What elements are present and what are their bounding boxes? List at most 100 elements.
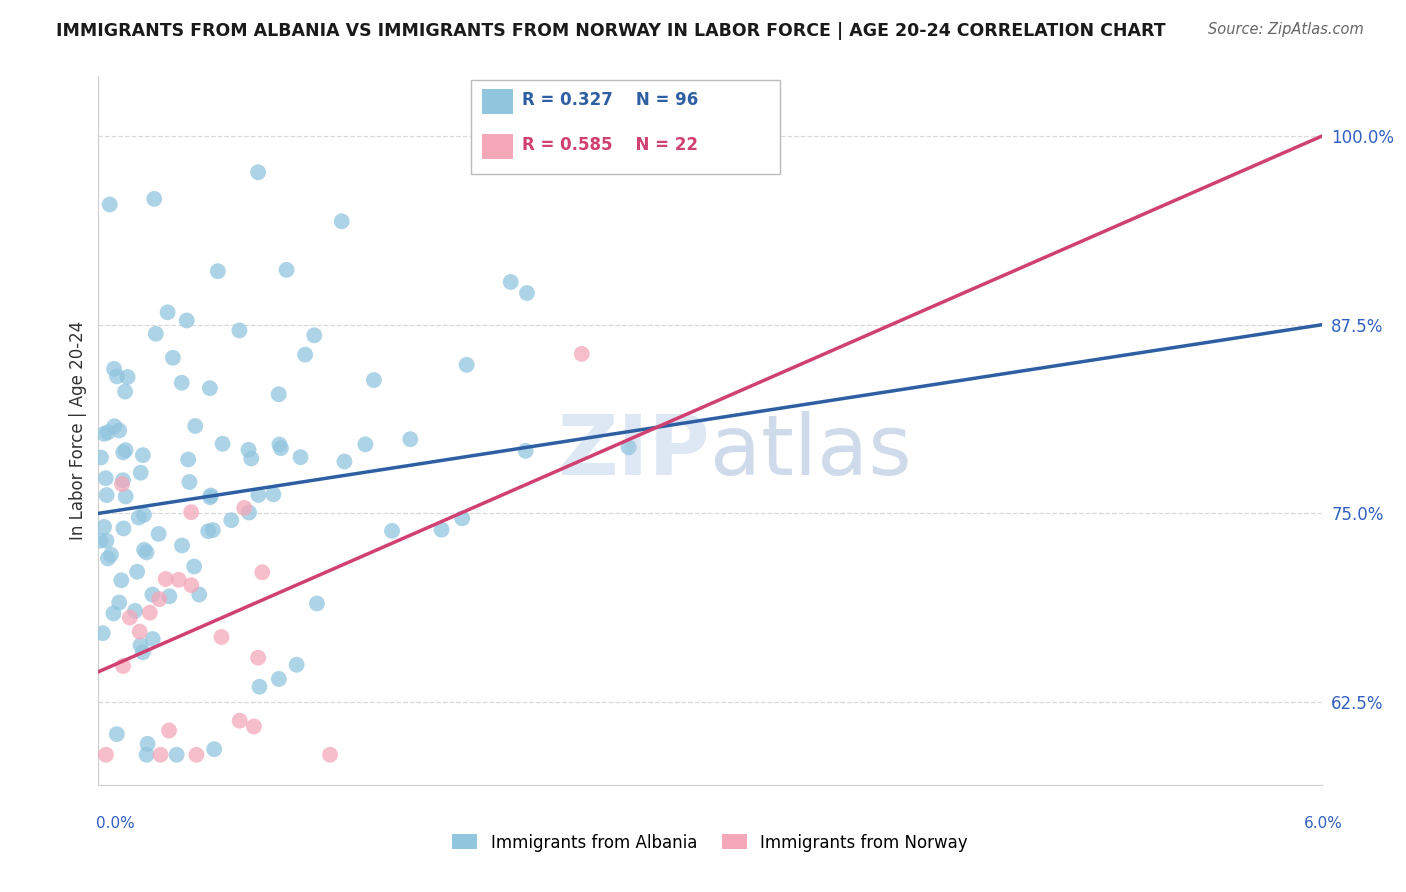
Point bbox=[114, 443, 136, 458]
Y-axis label: In Labor Force | Age 20-24: In Labor Force | Age 20-24 bbox=[69, 321, 87, 540]
Point bbox=[97, 425, 120, 440]
Point bbox=[240, 451, 263, 466]
Point bbox=[399, 432, 422, 446]
Point bbox=[132, 645, 155, 659]
Point bbox=[103, 419, 125, 434]
Point bbox=[112, 445, 135, 459]
Point bbox=[145, 326, 167, 341]
Point bbox=[499, 275, 522, 289]
Point bbox=[262, 487, 284, 501]
Point bbox=[91, 626, 114, 640]
Point bbox=[111, 473, 134, 487]
Point bbox=[93, 520, 115, 534]
Point bbox=[183, 559, 205, 574]
Point bbox=[451, 511, 474, 525]
Point bbox=[221, 513, 243, 527]
Point bbox=[93, 426, 115, 441]
Point bbox=[270, 441, 292, 455]
Point bbox=[135, 545, 157, 559]
Point bbox=[319, 747, 342, 762]
Point bbox=[330, 214, 353, 228]
Point bbox=[105, 369, 128, 384]
Text: atlas: atlas bbox=[710, 411, 911, 492]
Point bbox=[167, 573, 190, 587]
Point bbox=[114, 490, 136, 504]
Point bbox=[105, 727, 128, 741]
Point bbox=[430, 523, 453, 537]
Point bbox=[176, 313, 198, 327]
Point bbox=[180, 578, 202, 592]
Point bbox=[135, 747, 157, 762]
Point bbox=[111, 477, 134, 491]
Point bbox=[103, 362, 125, 376]
Point bbox=[100, 548, 122, 562]
Point bbox=[139, 606, 162, 620]
Point bbox=[186, 747, 208, 762]
Point bbox=[184, 419, 207, 434]
Point bbox=[294, 348, 316, 362]
Point bbox=[247, 650, 270, 665]
Point bbox=[305, 597, 328, 611]
Point bbox=[96, 488, 118, 502]
Point bbox=[207, 264, 229, 278]
Point bbox=[94, 747, 117, 762]
Point bbox=[108, 424, 131, 438]
Text: 0.0%: 0.0% bbox=[96, 816, 135, 831]
Point bbox=[456, 358, 478, 372]
Point bbox=[180, 505, 202, 519]
Text: IMMIGRANTS FROM ALBANIA VS IMMIGRANTS FROM NORWAY IN LABOR FORCE | AGE 20-24 COR: IMMIGRANTS FROM ALBANIA VS IMMIGRANTS FR… bbox=[56, 22, 1166, 40]
Point bbox=[157, 590, 180, 604]
Point bbox=[98, 197, 121, 211]
Point bbox=[127, 565, 149, 579]
Point bbox=[128, 510, 150, 524]
Point bbox=[354, 437, 377, 451]
Point bbox=[136, 737, 159, 751]
Point bbox=[149, 747, 172, 762]
Point bbox=[363, 373, 385, 387]
Point bbox=[228, 324, 250, 338]
Point bbox=[112, 521, 135, 535]
Point bbox=[143, 192, 166, 206]
Point bbox=[276, 263, 298, 277]
Point bbox=[129, 639, 152, 653]
Text: R = 0.327    N = 96: R = 0.327 N = 96 bbox=[522, 91, 697, 109]
Point bbox=[238, 506, 260, 520]
Text: R = 0.585    N = 22: R = 0.585 N = 22 bbox=[522, 136, 697, 153]
Point bbox=[285, 657, 308, 672]
Point bbox=[249, 680, 271, 694]
Point bbox=[129, 466, 152, 480]
Point bbox=[304, 328, 326, 343]
Point bbox=[162, 351, 184, 365]
Point bbox=[571, 347, 593, 361]
Point bbox=[617, 440, 640, 454]
Point bbox=[211, 437, 233, 451]
Point bbox=[114, 384, 136, 399]
Point bbox=[170, 376, 193, 390]
Point bbox=[267, 387, 290, 401]
Point bbox=[188, 588, 211, 602]
Text: 6.0%: 6.0% bbox=[1303, 816, 1343, 831]
Point bbox=[110, 574, 132, 588]
Point bbox=[132, 508, 155, 522]
Point bbox=[170, 539, 193, 553]
Point bbox=[132, 448, 155, 462]
Point bbox=[515, 443, 537, 458]
Point bbox=[117, 370, 139, 384]
Point bbox=[211, 630, 233, 644]
Point bbox=[166, 747, 188, 762]
Point bbox=[179, 475, 201, 489]
Point bbox=[132, 542, 155, 557]
Point bbox=[148, 527, 170, 541]
Point bbox=[267, 672, 290, 686]
Point bbox=[112, 659, 135, 673]
Point bbox=[94, 471, 117, 485]
Point bbox=[197, 524, 219, 539]
Text: Source: ZipAtlas.com: Source: ZipAtlas.com bbox=[1208, 22, 1364, 37]
Point bbox=[198, 381, 221, 395]
Point bbox=[333, 454, 356, 468]
Point bbox=[142, 632, 165, 646]
Point bbox=[202, 742, 225, 756]
Point bbox=[96, 533, 118, 548]
Point bbox=[90, 450, 112, 465]
Point bbox=[118, 610, 141, 624]
